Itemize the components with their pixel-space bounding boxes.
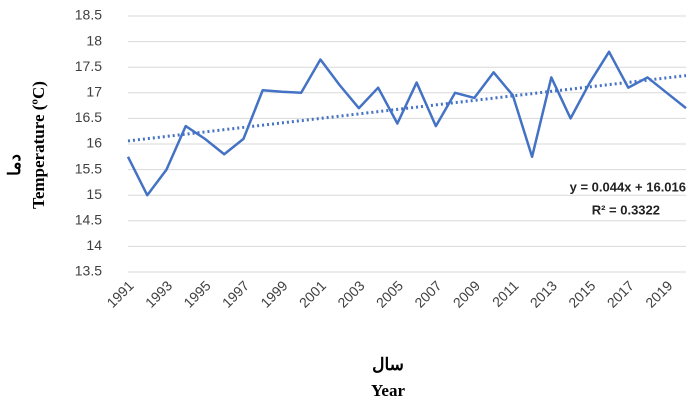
x-axis-title: Year bbox=[371, 381, 405, 400]
y-tick-label: 16 bbox=[86, 135, 102, 151]
data-line bbox=[126, 50, 687, 197]
x-tick-label: 1995 bbox=[180, 277, 213, 310]
y-tick-label: 17 bbox=[86, 84, 102, 100]
y-tick-label: 14 bbox=[86, 237, 102, 253]
y-tick-label: 18.5 bbox=[75, 7, 102, 23]
x-tick-label: 2007 bbox=[411, 277, 444, 310]
y-tick-label: 15 bbox=[86, 186, 102, 202]
x-tick-label: 2001 bbox=[296, 277, 329, 310]
x-tick-label: 1999 bbox=[257, 277, 290, 310]
y-tick-label: 18 bbox=[86, 32, 102, 48]
x-tick-label: 2017 bbox=[604, 277, 637, 310]
x-tick-label: 2009 bbox=[450, 277, 483, 310]
x-tick-label: 1991 bbox=[103, 277, 136, 310]
trend-equation: y = 0.044x + 16.016 bbox=[570, 179, 686, 194]
x-tick-label: 2011 bbox=[489, 277, 522, 310]
x-tick-label: 2003 bbox=[334, 277, 367, 310]
trend-r2: R² = 0.3322 bbox=[592, 202, 660, 217]
x-tick-label: 2019 bbox=[642, 277, 675, 310]
y-tick-label: 16.5 bbox=[75, 109, 102, 125]
x-tick-label: 2005 bbox=[373, 277, 406, 310]
y-tick-label: 14.5 bbox=[75, 212, 102, 228]
x-tick-label: 1997 bbox=[219, 277, 252, 310]
y-axis-title: Temperature (ºC) bbox=[29, 81, 48, 209]
y-tick-label: 13.5 bbox=[75, 263, 102, 279]
x-tick-label: 2015 bbox=[565, 277, 598, 310]
y-tick-label: 17.5 bbox=[75, 58, 102, 74]
y-tick-label: 15.5 bbox=[75, 160, 102, 176]
y-axis-title-fa: دما bbox=[5, 154, 24, 176]
x-tick-label: 1993 bbox=[142, 277, 175, 310]
x-tick-label: 2013 bbox=[527, 277, 560, 310]
trend-line bbox=[127, 74, 687, 143]
x-axis-title-fa: سال bbox=[372, 355, 404, 374]
